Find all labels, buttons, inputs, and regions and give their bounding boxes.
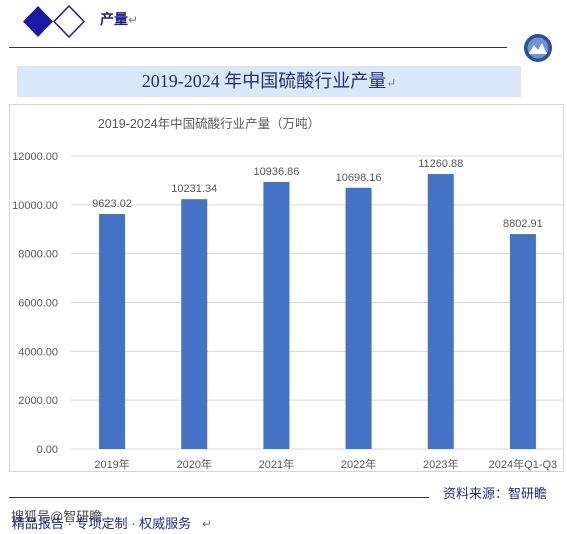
brand-badge-icon [524, 34, 552, 62]
value-label: 10231.34 [171, 183, 217, 195]
value-label: 10698.16 [336, 172, 382, 184]
x-tick-label: 2021年 [259, 457, 294, 471]
footer-divider [9, 497, 429, 498]
x-tick-label: 2023年 [423, 457, 458, 471]
source-note: 资料来源：智研瞻 [443, 486, 548, 501]
bars [99, 174, 536, 449]
y-tick-label: 6000.00 [18, 298, 58, 310]
bar [99, 214, 126, 449]
footer-tagline: 精品报告 · 专项定制 · 权威服务 ↵ [12, 513, 212, 532]
title-banner [17, 66, 521, 97]
value-label: 9623.02 [92, 198, 132, 210]
y-tick-label: 2000.00 [18, 395, 58, 407]
x-tick-label: 2024年Q1-Q3 [489, 457, 557, 471]
filled-diamond-icon [23, 6, 53, 37]
header-divider [9, 47, 507, 48]
paragraph-mark: ↵ [128, 13, 139, 27]
production-bar-chart: 2019-2024年中国硫酸行业产量（万吨） 0.00 2000.00 4000.0… [12, 116, 562, 471]
banner-title: 2019-2024 年中国硫酸行业产量↵ [17, 66, 521, 97]
gridlines [71, 155, 562, 450]
paragraph-mark: ↵ [201, 517, 213, 531]
bar [427, 174, 454, 449]
watermark: 搜狐号@智研瞻 [11, 509, 103, 524]
y-tick-label: 8000.00 [18, 249, 58, 261]
bar [263, 181, 290, 449]
banner-title-text: 2019-2024 年中国硫酸行业产量 [141, 71, 387, 91]
bar [509, 234, 536, 449]
section-heading-text: 产量 [100, 11, 128, 27]
x-tick-label: 2019年 [94, 457, 129, 471]
x-tick-label: 2022年 [341, 457, 376, 471]
value-label: 11260.88 [418, 158, 463, 170]
y-axis-ticks: 0.00 2000.00 4000.00 6000.00 8000.00 10000.00… [12, 151, 58, 456]
value-label: 10936.86 [253, 166, 299, 178]
footer-tagline-text: 精品报告 · 专项定制 · 权威服务 [12, 516, 192, 531]
diamond-logo-icon [23, 5, 86, 38]
y-tick-label: 4000.00 [18, 346, 58, 358]
bar [345, 187, 372, 449]
y-tick-label: 10000.00 [12, 200, 58, 212]
chart-title: 2019-2024年中国硫酸行业产量（万吨） [98, 116, 320, 131]
paragraph-mark: ↵ [386, 76, 397, 90]
x-tick-label: 2020年 [177, 457, 212, 471]
value-label: 8802.91 [503, 218, 543, 230]
outline-diamond-icon [52, 5, 86, 38]
value-labels: 9623.02 10231.34 10936.86 10698.16 11260.88 8… [92, 158, 543, 230]
section-heading: 产量↵ [100, 9, 138, 29]
y-tick-label: 12000.00 [12, 151, 58, 163]
bar [181, 199, 208, 449]
x-axis-ticks: 2019年 2020年 2021年 2022年 2023年 2024年Q1-Q3 [94, 457, 557, 471]
y-tick-label: 0.00 [37, 444, 58, 456]
